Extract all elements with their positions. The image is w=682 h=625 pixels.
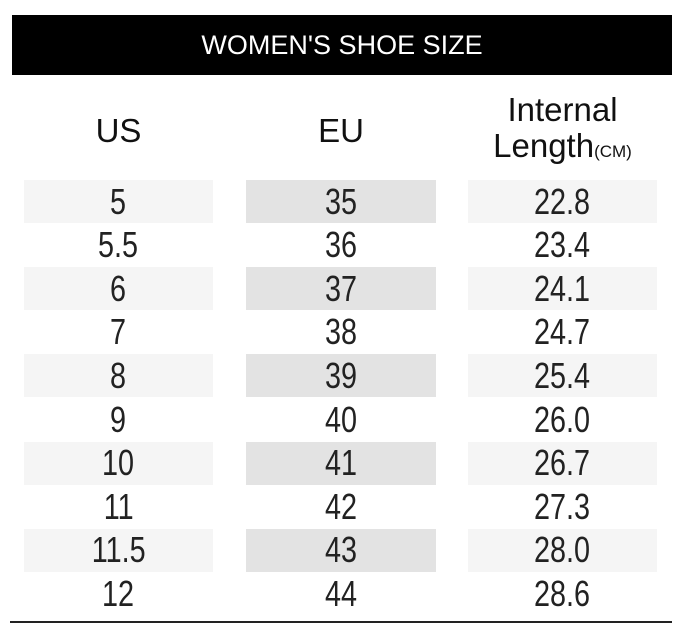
cell-value: 24.1 bbox=[534, 267, 591, 309]
cell-value: 44 bbox=[324, 572, 358, 614]
cell-value: 24.7 bbox=[534, 311, 591, 353]
table-cell: 5 bbox=[24, 180, 213, 223]
header-length-unit: (CM) bbox=[594, 141, 632, 161]
cell-value: 37 bbox=[324, 267, 358, 309]
cell-value: 23.4 bbox=[534, 224, 591, 266]
cell-value: 35 bbox=[324, 180, 358, 222]
cell-value: 40 bbox=[324, 398, 358, 440]
table-cell: 10 bbox=[24, 441, 213, 485]
cell-value: 28.6 bbox=[534, 572, 591, 614]
table-cell: 23.4 bbox=[468, 224, 657, 267]
header-us: US bbox=[95, 111, 142, 149]
table-cell: 6 bbox=[24, 267, 213, 311]
table-cell: 25.4 bbox=[468, 354, 657, 398]
table-cell: 40 bbox=[246, 398, 436, 441]
cell-value: 42 bbox=[324, 485, 358, 527]
table-cell: 11.5 bbox=[24, 528, 213, 572]
cell-value: 9 bbox=[110, 398, 127, 440]
cell-value: 36 bbox=[324, 224, 358, 266]
header-length-line2: Length bbox=[493, 126, 595, 164]
cell-value: 22.8 bbox=[534, 180, 591, 222]
table-cell: 26.7 bbox=[468, 441, 657, 485]
cell-value: 25.4 bbox=[534, 354, 591, 396]
table-cell: 11 bbox=[24, 485, 213, 528]
table-cell: 41 bbox=[246, 441, 436, 485]
table-cell: 24.7 bbox=[468, 311, 657, 354]
table-cell: 42 bbox=[246, 485, 436, 528]
cell-value: 43 bbox=[324, 529, 358, 571]
cell-value: 27.3 bbox=[534, 485, 591, 527]
cell-value: 28.0 bbox=[534, 529, 591, 571]
table-cell: 35 bbox=[246, 180, 436, 223]
table-cell: 26.0 bbox=[468, 398, 657, 441]
cell-value: 5.5 bbox=[98, 224, 139, 266]
cell-value: 26.0 bbox=[534, 398, 591, 440]
table-cell: 5.5 bbox=[24, 224, 213, 267]
cell-value: 41 bbox=[324, 442, 358, 484]
cell-value: 26.7 bbox=[534, 442, 591, 484]
table-cell: 28.6 bbox=[468, 572, 657, 615]
cell-value: 11 bbox=[103, 485, 134, 527]
table-cell: 39 bbox=[246, 354, 436, 398]
header-length-line1: Internal bbox=[507, 90, 618, 128]
header-eu: EU bbox=[318, 111, 364, 149]
table-cell: 24.1 bbox=[468, 267, 657, 311]
cell-value: 11.5 bbox=[91, 529, 146, 571]
chart-title: WOMEN'S SHOE SIZE bbox=[12, 15, 672, 75]
header-length: Internal Length(CM) bbox=[468, 88, 657, 173]
table-cell: 37 bbox=[246, 267, 436, 311]
cell-value: 39 bbox=[324, 354, 358, 396]
table-cell: 28.0 bbox=[468, 528, 657, 572]
cell-value: 10 bbox=[102, 442, 135, 484]
table-cell: 27.3 bbox=[468, 485, 657, 528]
table-cell: 8 bbox=[24, 354, 213, 398]
cell-value: 6 bbox=[110, 267, 127, 309]
cell-value: 12 bbox=[102, 572, 135, 614]
table-cell: 36 bbox=[246, 224, 436, 267]
cell-value: 38 bbox=[324, 311, 358, 353]
table-cell: 12 bbox=[24, 572, 213, 615]
cell-value: 7 bbox=[110, 311, 127, 353]
cell-value: 8 bbox=[110, 354, 127, 396]
cell-value: 5 bbox=[110, 180, 127, 222]
table-cell: 7 bbox=[24, 311, 213, 354]
table-cell: 44 bbox=[246, 572, 436, 615]
table-cell: 38 bbox=[246, 311, 436, 354]
bottom-divider bbox=[10, 621, 672, 623]
table-cell: 9 bbox=[24, 398, 213, 441]
table-cell: 22.8 bbox=[468, 180, 657, 223]
table-cell: 43 bbox=[246, 528, 436, 572]
